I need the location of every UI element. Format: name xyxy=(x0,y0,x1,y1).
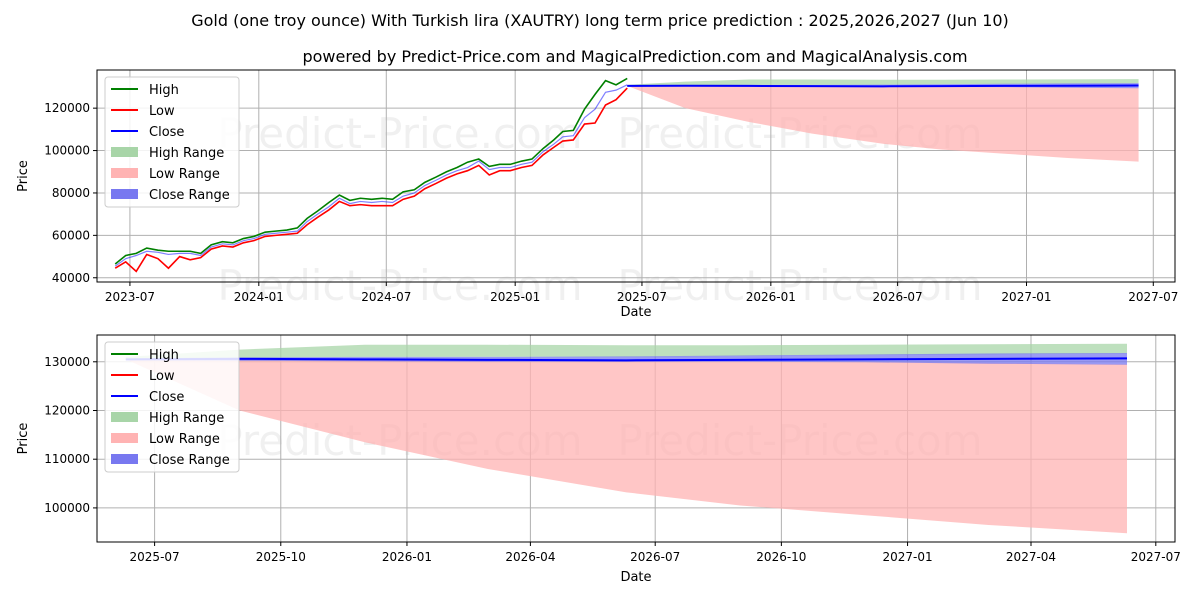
legend-swatch xyxy=(111,433,138,443)
data-layer xyxy=(114,77,1139,273)
close-range-band xyxy=(125,353,1127,365)
x-axis-label: Date xyxy=(620,305,651,320)
legend-swatch xyxy=(111,412,138,422)
legend-label: High Range xyxy=(149,411,224,426)
legend-swatch xyxy=(111,147,138,157)
legend: High Low Close High Range Low Range Close Ran… xyxy=(104,341,240,473)
legend: High Low Close High Range Low Range Close Ran… xyxy=(104,76,240,208)
legend-swatch xyxy=(111,189,138,199)
close-forecast-line xyxy=(627,84,1139,88)
chart-subtitle: powered by Predict-Price.com and Magical… xyxy=(302,47,967,66)
watermark-text: Predict-Price.com xyxy=(217,109,582,158)
x-tick-label: 2023-07 xyxy=(105,290,155,304)
low-series-line xyxy=(114,87,628,273)
legend-label: Low Range xyxy=(149,167,220,182)
y-tick-label: 120000 xyxy=(44,403,90,417)
x-tick-label: 2025-01 xyxy=(490,290,540,304)
close-series-line xyxy=(114,84,628,267)
y-tick-label: 100000 xyxy=(44,144,90,158)
legend-label: Close Range xyxy=(149,453,230,468)
top-panel: Predict-Price.com Predict-Price.com Predic… xyxy=(16,69,1178,320)
x-tick-label: 2025-07 xyxy=(130,550,180,564)
x-tick-label: 2027-04 xyxy=(1006,550,1056,564)
legend-label: Low xyxy=(149,104,175,119)
legend-label: Close xyxy=(149,390,184,405)
legend-label: Low xyxy=(149,369,175,384)
high-series-line xyxy=(114,77,628,265)
y-tick-label: 40000 xyxy=(52,271,90,285)
legend-swatch xyxy=(111,454,138,464)
x-tick-label: 2027-07 xyxy=(1128,290,1178,304)
x-tick-label: 2027-07 xyxy=(1131,550,1181,564)
data-layer xyxy=(125,343,1128,534)
y-tick-label: 120000 xyxy=(44,101,90,115)
legend-label: Close xyxy=(149,125,184,140)
axes-frame xyxy=(96,69,1176,283)
y-tick-label: 110000 xyxy=(44,452,90,466)
x-tick-label: 2026-10 xyxy=(756,550,806,564)
close-forecast-line xyxy=(125,357,1128,362)
y-axis-label: Price xyxy=(16,160,31,192)
x-tick-label: 2026-07 xyxy=(630,550,680,564)
y-tick-label: 100000 xyxy=(44,501,90,515)
x-tick-label: 2025-10 xyxy=(256,550,306,564)
high-range-band xyxy=(125,343,1127,360)
legend-label: High xyxy=(149,348,179,363)
watermark-text: Predict-Price.com xyxy=(617,261,982,310)
x-axis-label: Date xyxy=(620,570,651,585)
x-tick-label: 2026-01 xyxy=(746,290,796,304)
chart-title: Gold (one troy ounce) With Turkish lira … xyxy=(191,11,1009,30)
legend-label: Low Range xyxy=(149,432,220,447)
x-tick-label: 2026-04 xyxy=(505,550,555,564)
legend-label: High xyxy=(149,83,179,98)
y-tick-label: 60000 xyxy=(52,228,90,242)
x-tick-label: 2027-01 xyxy=(1001,290,1051,304)
x-tick-label: 2024-01 xyxy=(234,290,284,304)
low-range-band xyxy=(627,85,1139,162)
x-tick-label: 2026-01 xyxy=(382,550,432,564)
x-tick-label: 2027-01 xyxy=(882,550,932,564)
legend-box xyxy=(104,341,240,473)
x-tick-label: 2026-07 xyxy=(873,290,923,304)
legend-box xyxy=(104,76,240,208)
y-axis-label: Price xyxy=(16,423,31,455)
low-range-band xyxy=(125,359,1127,534)
x-tick-label: 2024-07 xyxy=(361,290,411,304)
legend-label: High Range xyxy=(149,146,224,161)
watermark-text: Predict-Price.com xyxy=(217,261,582,310)
y-tick-label: 130000 xyxy=(44,355,90,369)
y-tick-label: 80000 xyxy=(52,186,90,200)
bottom-panel: Predict-Price.comPredict-Price.com2025-0… xyxy=(16,334,1181,585)
high-range-band xyxy=(627,79,1139,86)
legend-label: Close Range xyxy=(149,188,230,203)
legend-swatch xyxy=(111,168,138,178)
axes-frame xyxy=(96,334,1176,543)
x-tick-label: 2025-07 xyxy=(617,290,667,304)
